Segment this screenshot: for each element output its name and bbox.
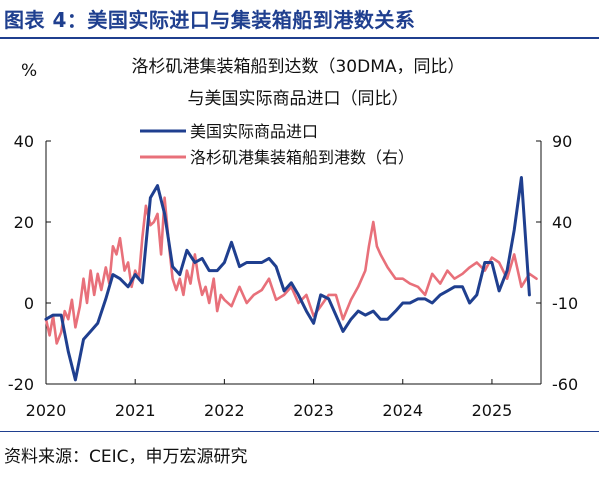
left-tick-labels: 40 20 0 -20	[8, 132, 51, 394]
chart-svg: % 洛杉矶港集装箱船到达数（30DMA，同比） 与美国实际商品进口（同比） 40…	[8, 57, 578, 420]
x-tick-labels: 2020 2021 2022 2023 2024 2025	[26, 379, 513, 420]
x-tick-label: 2025	[472, 401, 513, 420]
right-tick-label: 90	[552, 132, 572, 151]
x-tick-label: 2021	[115, 401, 156, 420]
axes	[45, 141, 542, 385]
chart-title-line-2: 与美国实际商品进口（同比）	[188, 89, 409, 109]
right-tick-labels: 90 40 -10 -60	[536, 132, 578, 394]
x-tick-label: 2024	[382, 401, 423, 420]
figure-title: 图表 4：美国实际进口与集装箱船到港数关系	[4, 8, 416, 32]
title-rule	[0, 37, 599, 39]
left-tick-label: -20	[8, 375, 34, 394]
legend-label-arrivals: 洛杉矶港集装箱船到港数（右）	[190, 148, 414, 167]
chart-title-line-1: 洛杉矶港集装箱船到达数（30DMA，同比）	[131, 57, 464, 77]
x-tick-label: 2022	[204, 401, 245, 420]
series-line-arrivals	[44, 196, 538, 345]
series-lines	[44, 176, 538, 382]
source-note: 资料来源：CEIC，申万宏源研究	[4, 447, 248, 467]
x-tick-label: 2023	[293, 401, 334, 420]
x-tick-label: 2020	[26, 401, 67, 420]
series-line-imports	[44, 176, 531, 382]
right-tick-label: -60	[552, 375, 578, 394]
legend-label-imports: 美国实际商品进口	[190, 122, 318, 141]
left-tick-label: 20	[14, 213, 34, 232]
left-unit-label: %	[21, 61, 37, 81]
left-tick-label: 40	[14, 132, 34, 151]
legend: 美国实际商品进口 洛杉矶港集装箱船到港数（右）	[140, 122, 414, 167]
left-tick-label: 0	[24, 294, 34, 313]
right-tick-label: -10	[552, 294, 578, 313]
right-tick-label: 40	[552, 213, 572, 232]
footer-rule	[0, 431, 599, 432]
